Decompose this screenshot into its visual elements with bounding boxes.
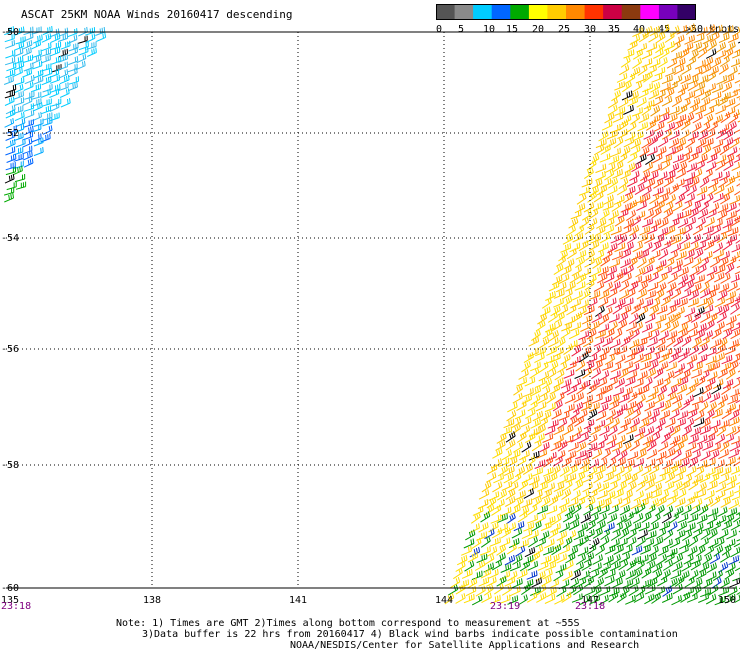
note-line-2: 3)Data buffer is 22 hrs from 20160417 4)… <box>142 629 678 640</box>
latitude-label: -52 <box>1 128 19 139</box>
note-line-1: Note: 1) Times are GMT 2)Times along bot… <box>116 618 580 629</box>
east-swath-wind-barbs <box>445 24 740 605</box>
longitude-label: 141 <box>289 595 307 606</box>
pass-time-label: 23:19 <box>490 601 520 612</box>
latitude-label: -56 <box>1 344 19 355</box>
latitude-label: -60 <box>1 583 19 594</box>
longitude-label: 138 <box>143 595 161 606</box>
longitude-label: 150 <box>718 595 736 606</box>
latitude-label: -50 <box>1 27 19 38</box>
pass-time-label: 23:18 <box>1 601 31 612</box>
west-swath-wind-barbs <box>4 26 106 202</box>
longitude-label: 144 <box>435 595 453 606</box>
note-line-3: NOAA/NESDIS/Center for Satellite Applica… <box>290 640 639 651</box>
latitude-label: -54 <box>1 233 19 244</box>
pass-time-label: 23:18 <box>575 601 605 612</box>
latitude-label: -58 <box>1 460 19 471</box>
